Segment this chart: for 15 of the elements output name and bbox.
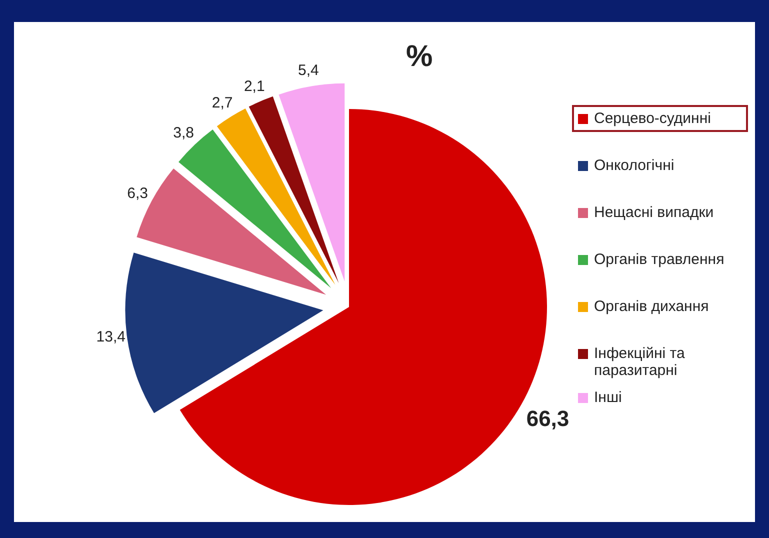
legend-label: Інфекційні та паразитарні — [594, 345, 686, 379]
legend-label: Органів дихання — [594, 298, 710, 315]
legend-label: Серцево-судинні — [594, 110, 712, 127]
data-label: 2,7 — [212, 94, 233, 112]
data-label: 6,3 — [127, 184, 148, 202]
data-label: 2,1 — [244, 78, 265, 95]
data-label: 5,4 — [298, 62, 319, 79]
legend-label: Онкологічні — [594, 157, 676, 174]
data-label: 66,3 — [526, 406, 570, 432]
legend-label: Нещасні випадки — [594, 204, 715, 221]
legend-label: Органів травлення — [594, 251, 726, 268]
chart-title: % — [406, 40, 433, 74]
data-label: 3,8 — [173, 124, 194, 142]
data-label: 13,4 — [96, 328, 126, 346]
legend-label: Інші — [594, 389, 623, 406]
